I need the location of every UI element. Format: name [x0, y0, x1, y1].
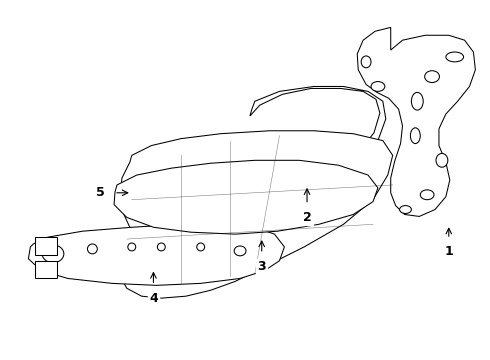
Ellipse shape — [446, 52, 464, 62]
Ellipse shape — [412, 93, 423, 110]
Ellipse shape — [399, 206, 412, 213]
Polygon shape — [232, 86, 386, 267]
Ellipse shape — [371, 82, 385, 91]
Ellipse shape — [234, 246, 246, 256]
Polygon shape — [28, 224, 284, 285]
Polygon shape — [120, 131, 392, 298]
Ellipse shape — [425, 71, 440, 82]
Bar — [35, 237, 57, 255]
Bar — [35, 261, 57, 278]
Ellipse shape — [88, 244, 98, 254]
Ellipse shape — [361, 56, 371, 68]
Text: 3: 3 — [257, 260, 266, 273]
Ellipse shape — [436, 153, 448, 167]
Text: 5: 5 — [96, 186, 105, 199]
Polygon shape — [114, 160, 378, 234]
Text: 4: 4 — [149, 292, 158, 305]
Polygon shape — [357, 27, 475, 216]
Ellipse shape — [157, 243, 165, 251]
Ellipse shape — [411, 128, 420, 144]
Ellipse shape — [128, 243, 136, 251]
Ellipse shape — [197, 243, 205, 251]
Ellipse shape — [420, 190, 434, 200]
Text: 1: 1 — [444, 246, 453, 258]
Ellipse shape — [42, 245, 64, 263]
Text: 2: 2 — [303, 211, 312, 224]
